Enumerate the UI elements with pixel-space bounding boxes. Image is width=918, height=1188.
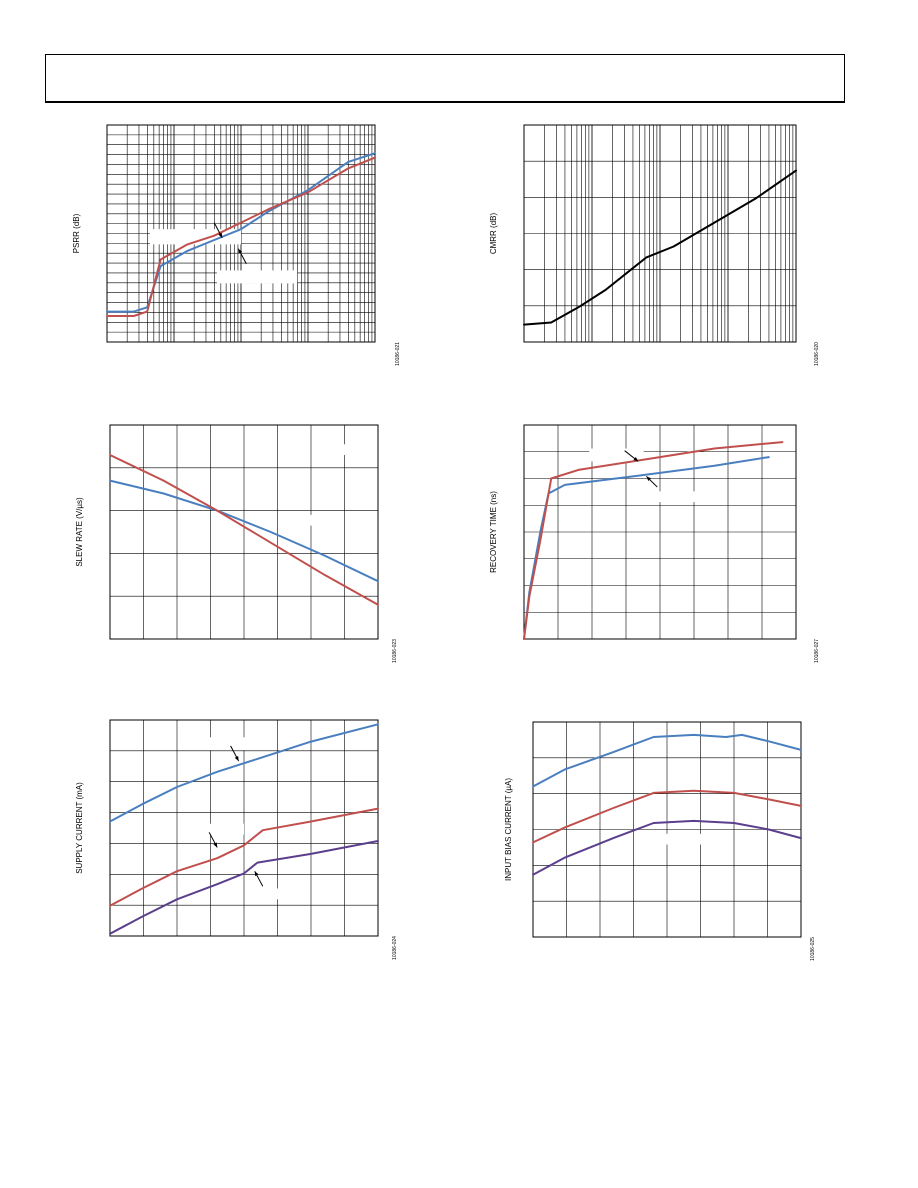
label-gap — [589, 448, 644, 462]
label-gap — [302, 514, 325, 526]
horizontal-gridlines — [533, 757, 801, 902]
figure-id: 10186-020 — [814, 342, 820, 366]
figure-id: 10186-021 — [395, 342, 401, 366]
chart-panel-psrr: PSRR (dB) 10186-021 — [67, 124, 415, 382]
chart-panel-cmrr: CMRR (dB) 10186-020 — [484, 124, 836, 382]
y-axis-label: INPUT BIAS CURRENT (µA) — [504, 778, 513, 881]
page-header-box — [45, 54, 845, 103]
figure-id: 10186-023 — [392, 639, 398, 663]
callout-arrowhead — [218, 232, 223, 238]
label-gap — [653, 833, 702, 845]
series-line-purple — [109, 840, 379, 935]
vertical-gridlines — [143, 425, 345, 639]
chart-panel-slew: SLEW RATE (V/µs) 10186-023 — [70, 424, 418, 679]
chart-panel-recovery: RECOVERY TIME (ns) 10186-027 — [484, 424, 836, 679]
figure-id: 10186-024 — [392, 936, 398, 960]
label-gap — [332, 444, 365, 455]
label-gap — [627, 491, 699, 503]
callout-arrowhead — [646, 476, 652, 481]
chart-svg-supply: SUPPLY CURRENT (mA) 10186-024 — [75, 719, 398, 960]
chart-panel-supply: SUPPLY CURRENT (mA) 10186-024 — [70, 719, 418, 976]
y-axis-label: PSRR (dB) — [72, 213, 81, 253]
series-line-blue — [109, 723, 379, 823]
figure-id: 10186-027 — [814, 639, 820, 663]
label-gap — [206, 737, 255, 751]
figure-id: 10186-025 — [810, 937, 816, 961]
callout-arrowhead — [234, 756, 239, 762]
y-axis-label: SUPPLY CURRENT (mA) — [75, 782, 84, 874]
series-line-blue — [532, 733, 802, 788]
series-line-purple — [532, 819, 802, 876]
label-gap — [254, 888, 293, 900]
y-axis-label: RECOVERY TIME (ns) — [489, 491, 498, 573]
series-line-red — [109, 807, 379, 907]
y-axis-label: SLEW RATE (V/µs) — [75, 497, 84, 567]
series-line-black — [523, 169, 797, 326]
label-gap — [216, 270, 298, 284]
horizontal-gridlines — [107, 134, 375, 333]
series-line-blue — [109, 479, 379, 583]
chart-svg-cmrr: CMRR (dB) 10186-020 — [489, 124, 820, 366]
series-line-red — [109, 454, 379, 606]
callout-arrowhead — [213, 842, 218, 848]
chart-svg-slew: SLEW RATE (V/µs) 10186-023 — [75, 424, 398, 663]
chart-svg-recovery: RECOVERY TIME (ns) 10186-027 — [489, 424, 820, 663]
y-axis-label: CMRR (dB) — [489, 213, 498, 255]
horizontal-gridlines — [524, 160, 796, 307]
callout-arrowhead — [633, 457, 639, 462]
chart-panel-bias: INPUT BIAS CURRENT (µA) 10186-025 — [493, 721, 841, 977]
horizontal-gridlines — [524, 451, 796, 613]
series-line-red — [523, 441, 784, 640]
chart-svg-psrr: PSRR (dB) 10186-021 — [72, 124, 401, 366]
series-line-red — [532, 789, 802, 844]
callout-arrowhead — [238, 248, 243, 254]
label-gap — [206, 823, 244, 835]
chart-svg-bias: INPUT BIAS CURRENT (µA) 10186-025 — [504, 721, 816, 961]
horizontal-gridlines — [110, 467, 378, 597]
series-line-blue — [106, 152, 376, 313]
series-line-red — [106, 156, 376, 317]
callout-arrowhead — [254, 871, 259, 877]
